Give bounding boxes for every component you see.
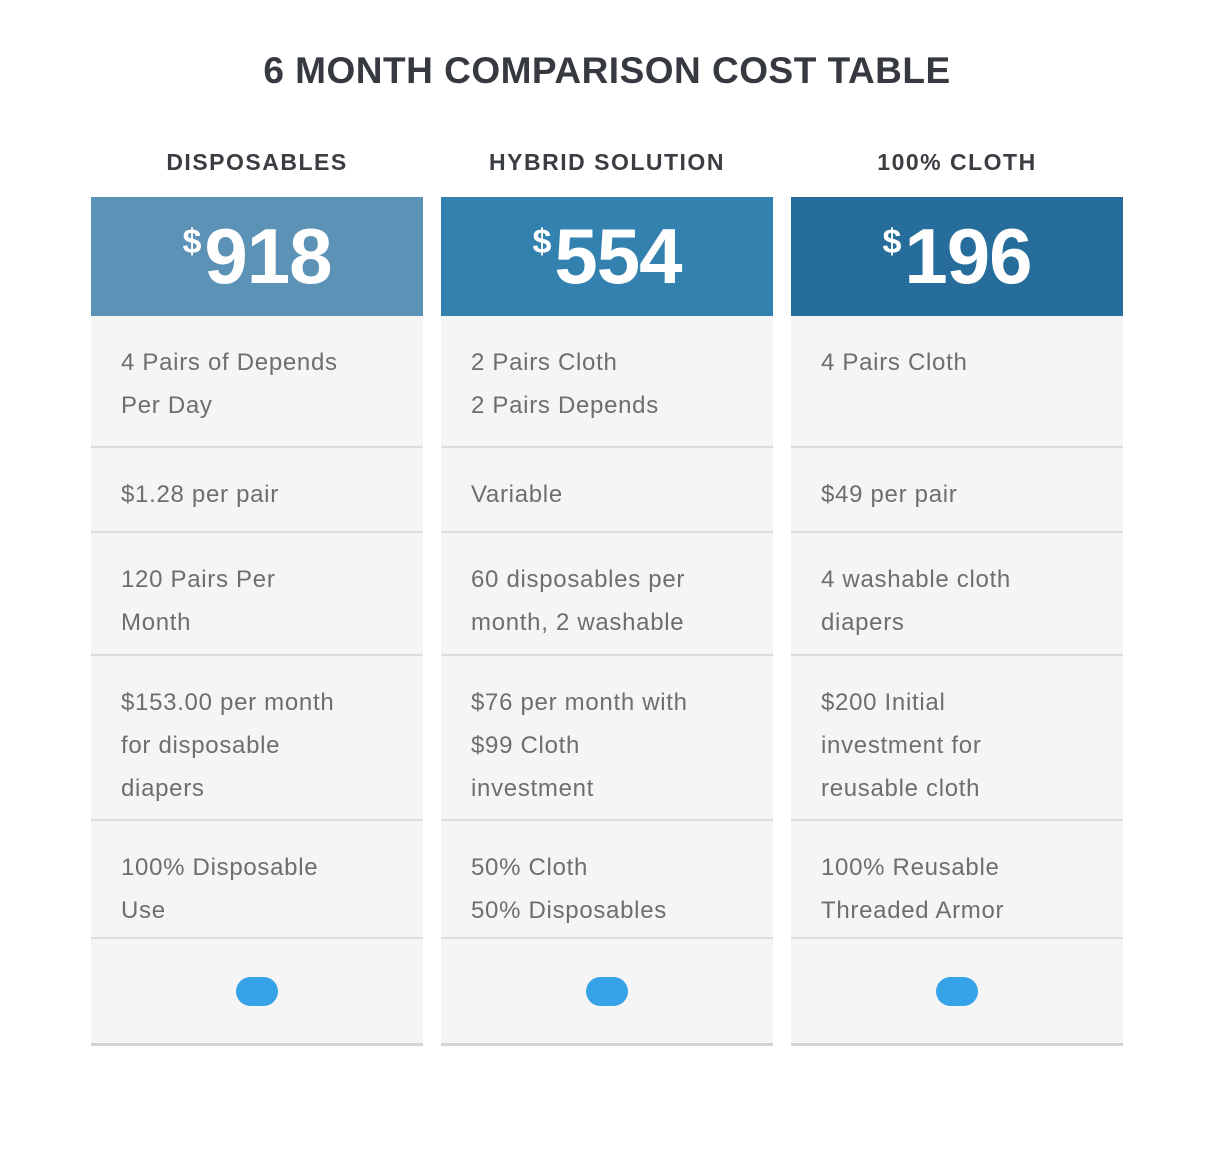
price-value: 196 (904, 212, 1032, 300)
table-cell: 2 Pairs Cloth 2 Pairs Depends (471, 349, 659, 419)
pill-row (441, 937, 773, 1043)
price-value: 554 (554, 212, 682, 300)
table-cell: 50% Cloth 50% Disposables (441, 819, 773, 937)
table-cell: 100% Reusable Threaded Armor (791, 819, 1123, 937)
currency-symbol: $ (182, 223, 202, 261)
table-cell: 120 Pairs Per Month (91, 531, 423, 654)
cta-pill-button[interactable] (586, 976, 628, 1006)
pill-row (791, 937, 1123, 1043)
table-cell: 4 washable cloth diapers (791, 531, 1123, 654)
table-cell: 60 disposables per month, 2 washable (441, 531, 773, 654)
price-band: $ 196 (791, 197, 1123, 316)
currency-symbol: $ (532, 223, 552, 261)
price-band: $ 554 (441, 197, 773, 316)
feature-rows: 2 Pairs Cloth 2 Pairs Depends Variable 6… (441, 316, 773, 1046)
cta-pill-button[interactable] (936, 976, 978, 1006)
column-header-label: HYBRID SOLUTION (489, 149, 725, 175)
column-header-label: 100% CLOTH (877, 149, 1037, 175)
table-cell: 4 Pairs of Depends Per Day (121, 349, 338, 419)
column-header-label: DISPOSABLES (166, 149, 348, 175)
feature-rows: 4 Pairs of Depends Per Day $1.28 per pai… (91, 316, 423, 1046)
pill-row (91, 937, 423, 1043)
pricing-column-100-cloth: 100% CLOTH $ 196 4 Pairs Cloth $49 per p… (791, 149, 1123, 1046)
table-cell: 4 Pairs Cloth (821, 349, 968, 376)
pricing-column-disposables: DISPOSABLES $ 918 4 Pairs of Depends Per… (91, 149, 423, 1046)
page-title: 6 MONTH COMPARISON COST TABLE (263, 50, 951, 91)
price-value: 918 (204, 212, 332, 300)
table-cell: $200 Initial investment for reusable clo… (791, 654, 1123, 819)
table-cell: $49 per pair (791, 446, 1123, 531)
comparison-table: DISPOSABLES $ 918 4 Pairs of Depends Per… (91, 149, 1123, 1046)
table-cell: $76 per month with $99 Cloth investment (441, 654, 773, 819)
currency-symbol: $ (882, 223, 902, 261)
cta-pill-button[interactable] (236, 976, 278, 1006)
table-cell: $1.28 per pair (91, 446, 423, 531)
price-band: $ 918 (91, 197, 423, 316)
feature-rows: 4 Pairs Cloth $49 per pair 4 washable cl… (791, 316, 1123, 1046)
table-cell: Variable (441, 446, 773, 531)
pricing-column-hybrid-solution: HYBRID SOLUTION $ 554 2 Pairs Cloth 2 Pa… (441, 149, 773, 1046)
table-cell: $153.00 per month for disposable diapers (91, 654, 423, 819)
table-cell: 100% Disposable Use (91, 819, 423, 937)
